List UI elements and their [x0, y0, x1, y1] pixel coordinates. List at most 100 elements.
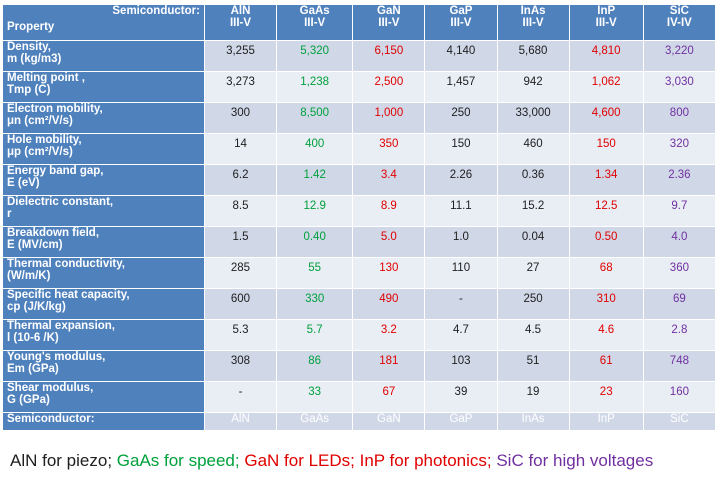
value-cell: 8,500 [276, 102, 354, 134]
value-cell: 4,600 [568, 102, 644, 134]
value-cell: 4.6 [568, 319, 644, 351]
header-semiconductor-label: Semiconductor: [112, 5, 200, 17]
value-cell: 0.04 [496, 226, 570, 258]
column-group: IV-IV [666, 17, 692, 29]
property-cell: Thermal expansion, l (10-6 /K) [2, 319, 205, 351]
value-cell: 308 [203, 350, 278, 382]
value-cell: 4,810 [568, 40, 644, 72]
value-cell: 55 [276, 257, 354, 289]
value-cell: 14 [203, 133, 278, 165]
property-unit: cp (J/K/kg) [7, 301, 66, 313]
value-cell: - [424, 288, 498, 320]
value-cell: 300 [203, 102, 278, 134]
caption-segment: InP for photonics; [359, 451, 497, 470]
value-cell: 8.9 [352, 195, 426, 227]
property-unit: μp (cm²/V/s) [7, 146, 73, 158]
value-cell: 150 [424, 133, 498, 165]
footer-name: GaN [352, 412, 426, 431]
column-name: InAs [520, 5, 546, 17]
value-cell: 5.7 [276, 319, 354, 351]
caption-segment: AlN for piezo; [10, 451, 117, 470]
value-cell: 110 [424, 257, 498, 289]
table-row: Melting point , Tmp (C) 3,273 1,238 2,500 1,4… [2, 71, 717, 103]
property-cell: Dielectric constant, r [2, 195, 205, 227]
property-cell: Breakdown field, E (MV/cm) [2, 226, 205, 258]
property-cell: Thermal conductivity, (W/m/K) [2, 257, 205, 289]
value-cell: 350 [352, 133, 426, 165]
value-cell: 1.34 [568, 164, 644, 196]
value-cell: 67 [352, 381, 426, 413]
value-cell: 250 [424, 102, 498, 134]
property-cell: Electron mobility, μn (cm²/V/s) [2, 102, 205, 134]
property-unit: E (eV) [7, 177, 40, 189]
column-group: III-V [304, 17, 326, 29]
value-cell: 19 [496, 381, 570, 413]
value-cell: 600 [203, 288, 278, 320]
table-row: Electron mobility, μn (cm²/V/s) 300 8,500 1,… [2, 102, 717, 134]
value-cell: 1,062 [568, 71, 644, 103]
value-cell: 12.5 [568, 195, 644, 227]
value-cell: 6,150 [352, 40, 426, 72]
value-cell: 1,000 [352, 102, 426, 134]
property-unit: (W/m/K) [7, 270, 51, 282]
value-cell: 310 [568, 288, 644, 320]
value-cell: 748 [642, 350, 717, 382]
column-group: III-V [450, 17, 472, 29]
table-row: Thermal conductivity, (W/m/K) 285 55 130 110 2… [2, 257, 717, 289]
table-row: Young's modulus, Em (GPa) 308 86 181 103 51 61 7… [2, 350, 717, 382]
column-group: III-V [595, 17, 617, 29]
value-cell: 2.26 [424, 164, 498, 196]
column-header: InAs III-V [496, 4, 570, 41]
value-cell: 33 [276, 381, 354, 413]
value-cell: 3,220 [642, 40, 717, 72]
value-cell: 2.8 [642, 319, 717, 351]
caption-segment: GaN for LEDs; [244, 451, 360, 470]
value-cell: 3,255 [203, 40, 278, 72]
value-cell: 4,140 [424, 40, 498, 72]
value-cell: 39 [424, 381, 498, 413]
value-cell: 285 [203, 257, 278, 289]
value-cell: 130 [352, 257, 426, 289]
column-name: GaAs [299, 5, 330, 17]
value-cell: 27 [496, 257, 570, 289]
footer-name: GaP [424, 412, 498, 431]
footer-row: Semiconductor: AlN GaAs GaN GaP InAs InP SiC [2, 412, 717, 431]
table-row: Energy band gap, E (eV) 6.2 1.42 3.4 2.26 0.36… [2, 164, 717, 196]
property-unit: r [7, 208, 12, 220]
property-cell: Specific heat capacity, cp (J/K/kg) [2, 288, 205, 320]
column-header: SiC IV-IV [642, 4, 717, 41]
property-unit: E (MV/cm) [7, 239, 63, 251]
value-cell: 68 [568, 257, 644, 289]
property-name: Breakdown field, [7, 227, 100, 239]
property-cell: Energy band gap, E (eV) [2, 164, 205, 196]
column-header: GaN III-V [352, 4, 426, 41]
property-cell: Shear modulus, G (GPa) [2, 381, 205, 413]
property-unit: μn (cm²/V/s) [7, 115, 73, 127]
footer-name: SiC [642, 412, 717, 431]
table-row: Dielectric constant, r 8.5 12.9 8.9 11.1 15.2 1… [2, 195, 717, 227]
value-cell: 942 [496, 71, 570, 103]
footer-name: GaAs [276, 412, 354, 431]
footer-name: InAs [496, 412, 570, 431]
value-cell: 360 [642, 257, 717, 289]
column-header: InP III-V [568, 4, 644, 41]
value-cell: 490 [352, 288, 426, 320]
value-cell: 800 [642, 102, 717, 134]
column-group: III-V [522, 17, 544, 29]
column-header: GaAs III-V [276, 4, 354, 41]
value-cell: 4.5 [496, 319, 570, 351]
table-row: Specific heat capacity, cp (J/K/kg) 600 330… [2, 288, 717, 320]
value-cell: 3,273 [203, 71, 278, 103]
property-name: Young's modulus, [7, 351, 106, 363]
value-cell: 51 [496, 350, 570, 382]
value-cell: 5.3 [203, 319, 278, 351]
value-cell: 1.5 [203, 226, 278, 258]
property-name: Thermal expansion, [7, 320, 116, 332]
value-cell: 3.4 [352, 164, 426, 196]
value-cell: 330 [276, 288, 354, 320]
property-cell: Hole mobility, μp (cm²/V/s) [2, 133, 205, 165]
footer-name: AlN [203, 412, 278, 431]
value-cell: 4.7 [424, 319, 498, 351]
property-cell: Melting point , Tmp (C) [2, 71, 205, 103]
property-cell: Young's modulus, Em (GPa) [2, 350, 205, 382]
